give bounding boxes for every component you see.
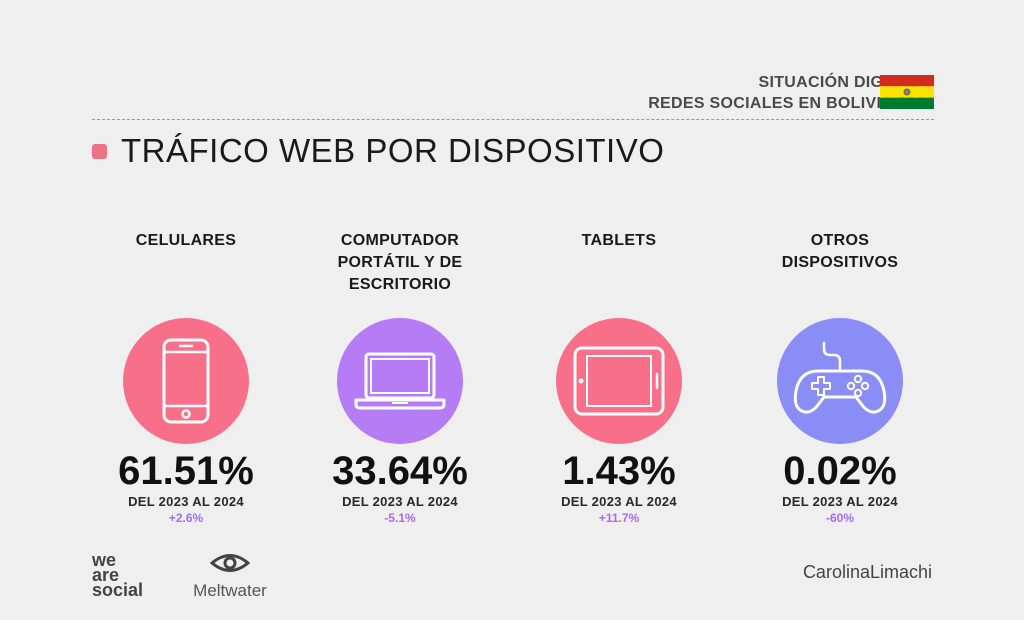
device-circle [777, 318, 903, 444]
logo-text: are [92, 565, 120, 585]
device-percentage: 61.51% [118, 449, 254, 493]
meltwater-logo: Meltwater [182, 552, 278, 601]
device-label: CELULARES [71, 230, 301, 294]
smartphone-icon [162, 338, 210, 424]
device-label-line: DISPOSITIVOS [781, 254, 899, 271]
device-period: DEL 2023 AL 2024 [782, 494, 898, 509]
device-percentage: 1.43% [562, 449, 676, 493]
device-label-line: TABLETS [581, 232, 657, 249]
device-percentage: 33.64% [332, 449, 468, 493]
report-title-line-2: REDES SOCIALES EN BOLIVIA 2024 [648, 95, 934, 112]
logo-text: social [92, 580, 144, 600]
device-label-line: OTROS [810, 232, 870, 249]
carolina-limachi-logo: CarolinaLimachi [802, 562, 932, 582]
bolivia-flag-icon [880, 75, 934, 109]
device-card-celulares: CELULARES 61.51% DEL 2023 AL 2024 +2.6% [71, 230, 301, 525]
section-title-text: TRÁFICO WEB POR DISPOSITIVO [121, 132, 665, 169]
device-label: TABLETS [504, 230, 734, 294]
device-card-otros: OTROS DISPOSITIVOS 0.02% DEL 2023 AL 202… [725, 230, 955, 525]
device-circle [556, 318, 682, 444]
laptop-icon [354, 352, 446, 410]
device-circle [123, 318, 249, 444]
device-label: COMPUTADOR PORTÁTIL Y DE ESCRITORIO [285, 230, 515, 294]
device-percentage: 0.02% [783, 449, 897, 493]
meltwater-name: Meltwater [193, 581, 267, 600]
header-divider [92, 119, 934, 120]
device-period: DEL 2023 AL 2024 [128, 494, 244, 509]
device-card-computador: COMPUTADOR PORTÁTIL Y DE ESCRITORIO 33.6… [285, 230, 515, 525]
device-period: DEL 2023 AL 2024 [342, 494, 458, 509]
we-are-social-logo: we are social [92, 550, 144, 600]
device-change: +2.6% [168, 511, 204, 525]
device-label-line: PORTÁTIL Y DE [337, 254, 463, 271]
device-label: OTROS DISPOSITIVOS [725, 230, 955, 294]
meltwater-mark-icon [209, 554, 251, 572]
section-title: TRÁFICO WEB POR DISPOSITIVO [92, 132, 664, 170]
device-change: -5.1% [384, 511, 416, 525]
device-label-line: CELULARES [135, 232, 237, 249]
device-change: +11.7% [598, 511, 640, 525]
tablet-icon [573, 346, 665, 416]
logo-text: we [92, 550, 117, 570]
device-label-line: COMPUTADOR [340, 232, 460, 249]
section-bullet [92, 143, 107, 159]
device-change: -60% [825, 511, 854, 525]
device-label-line: ESCRITORIO [348, 276, 452, 293]
device-circle [337, 318, 463, 444]
device-period: DEL 2023 AL 2024 [561, 494, 677, 509]
device-card-tablets: TABLETS 1.43% DEL 2023 AL 2024 +11.7% [504, 230, 734, 525]
gamepad-icon [793, 341, 887, 414]
